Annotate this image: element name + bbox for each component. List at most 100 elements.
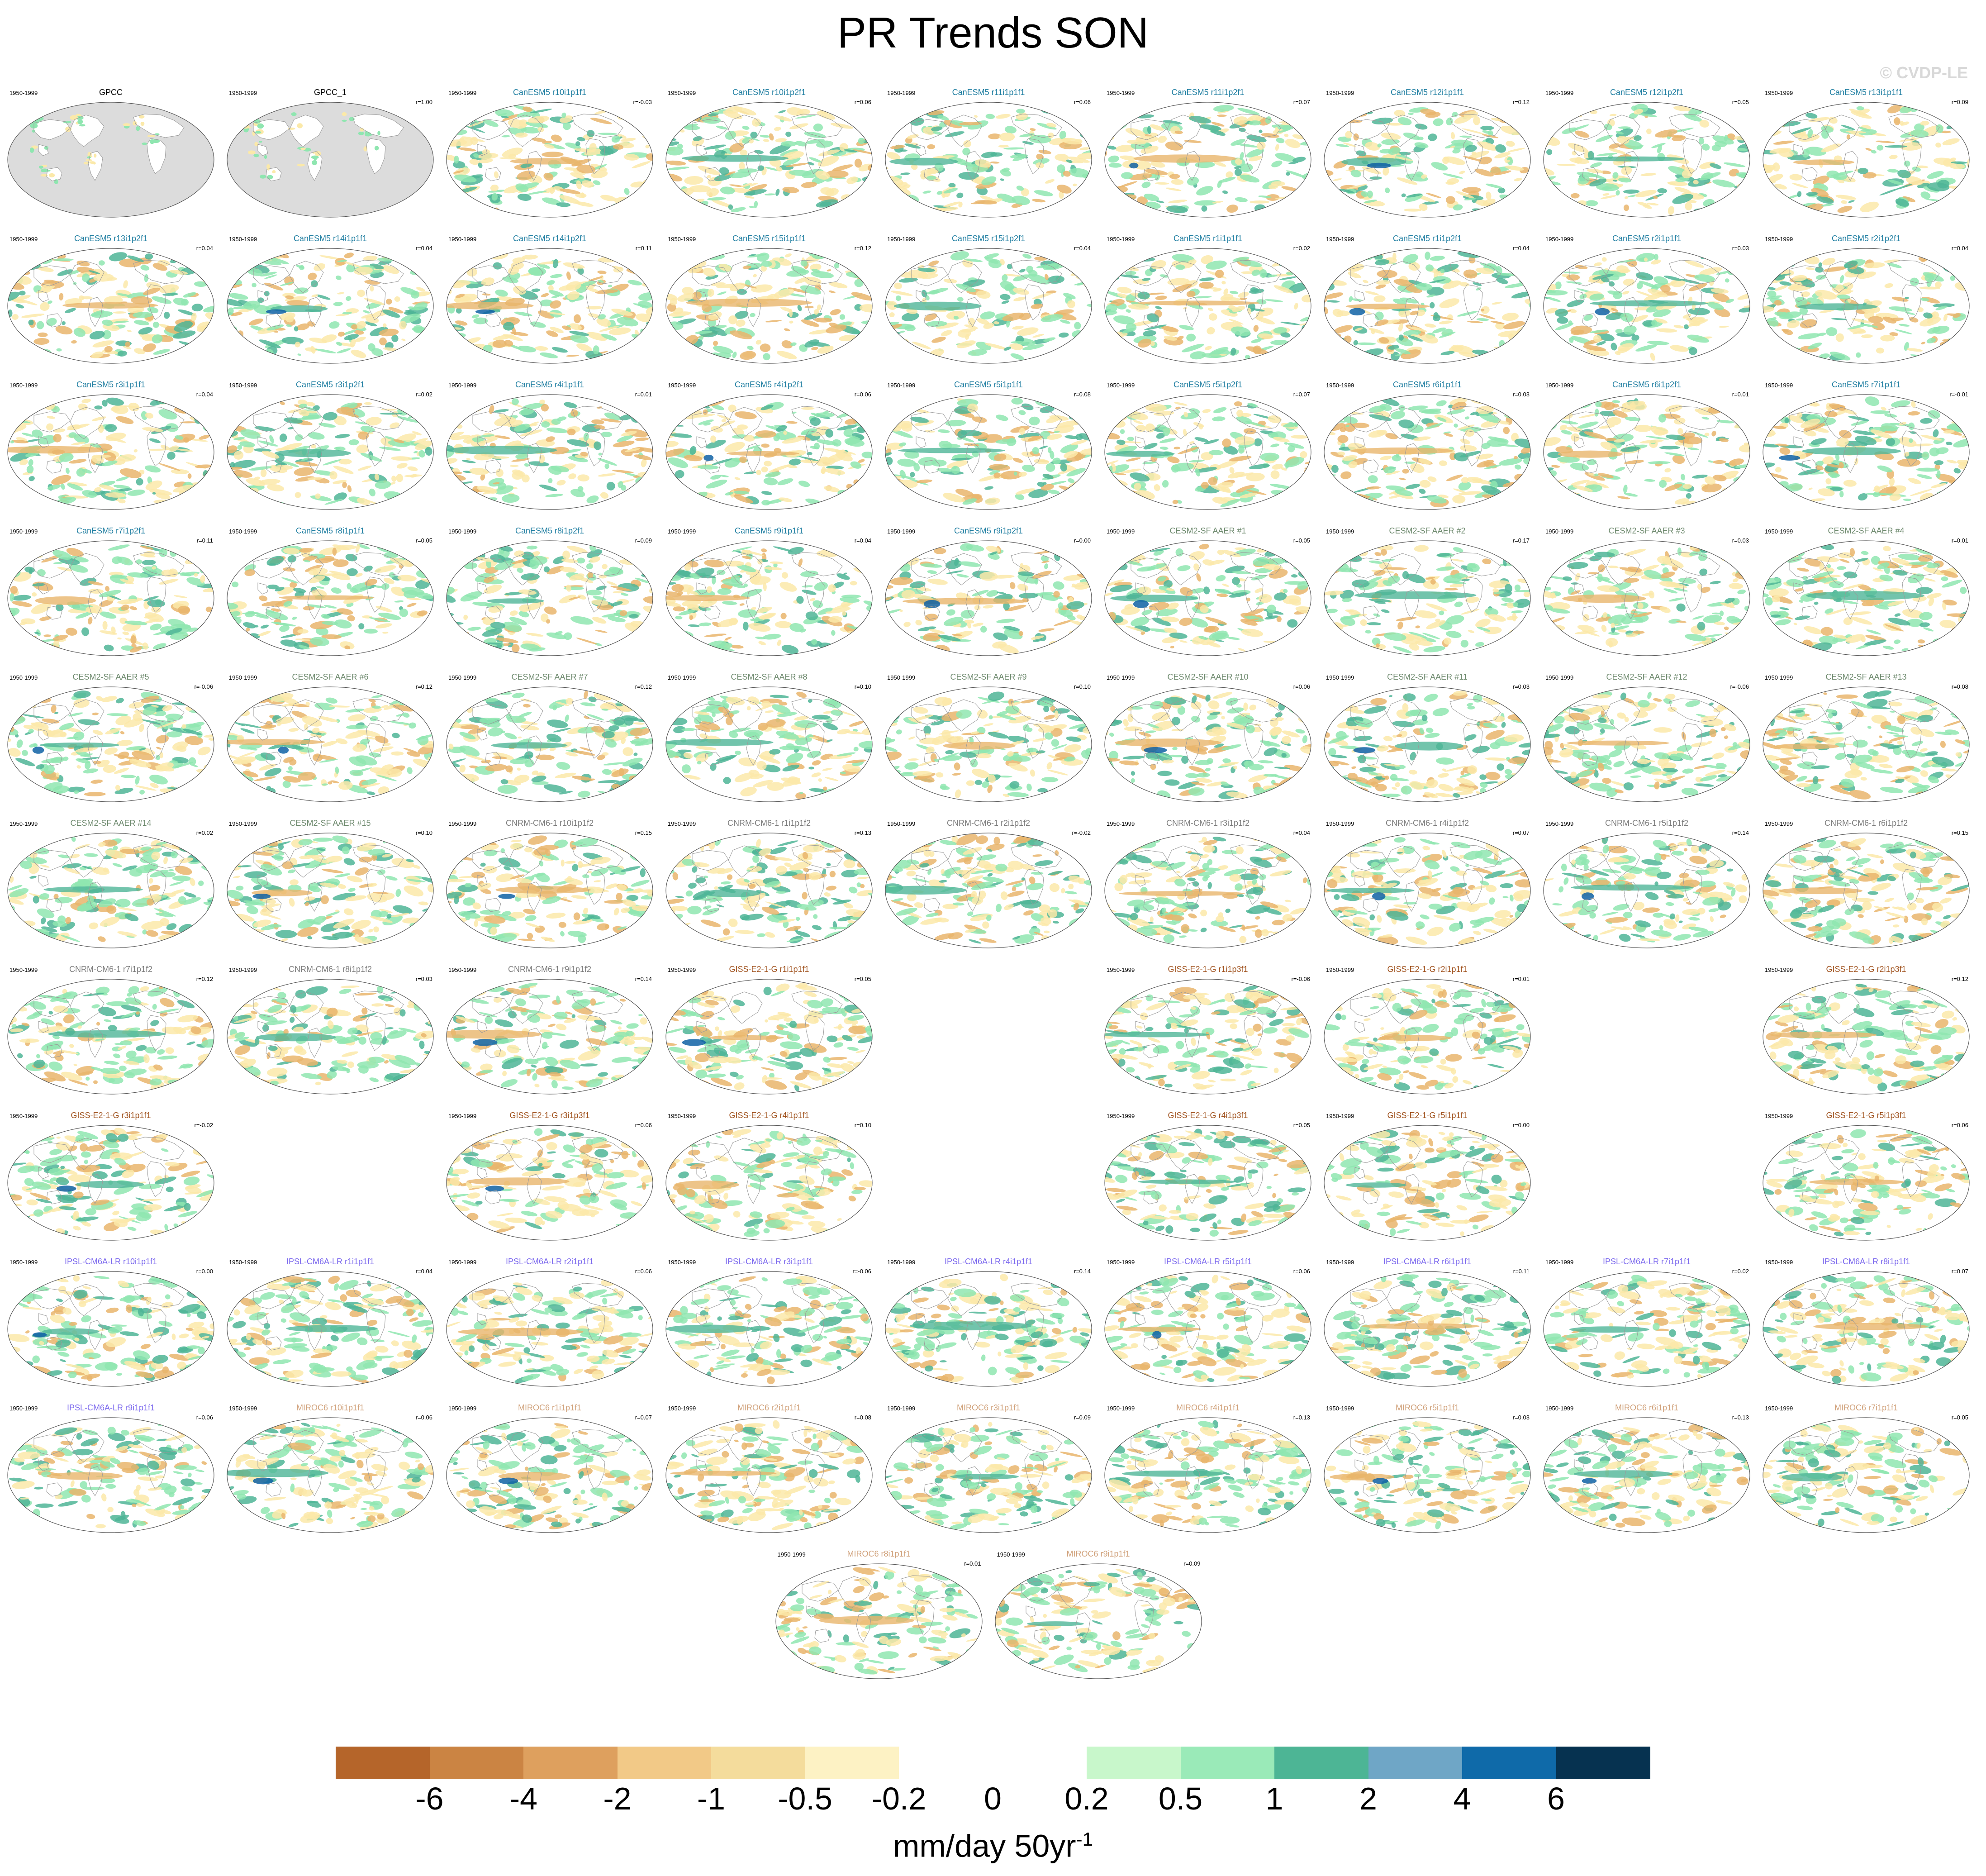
- map-panel: 1950-1999 CanESM5 r15i1p1f1 r=0.12: [660, 234, 878, 381]
- panel-period: 1950-1999: [1326, 382, 1354, 389]
- trend-map: [227, 1271, 434, 1387]
- map-panel: 1950-1999 CanESM5 r12i1p2f1 r=0.05: [1538, 88, 1755, 235]
- panel-run-label: GISS-E2-1-G r1i1p1f1: [729, 965, 809, 974]
- trend-map: [1104, 833, 1311, 948]
- panel-pattern-correlation: r=-0.06: [1291, 976, 1310, 982]
- map-panel: 1950-1999 GISS-E2-1-G r4i1p1f1 r=0.10: [660, 1111, 878, 1258]
- panel-period: 1950-1999: [668, 1405, 696, 1412]
- panel-run-label: IPSL-CM6A-LR r5i1p1f1: [1164, 1257, 1252, 1266]
- panel-period: 1950-1999: [1765, 1113, 1793, 1119]
- panel-pattern-correlation: r=0.15: [1951, 829, 1968, 836]
- map-panel: 1950-1999 GISS-E2-1-G r2i1p3f1 r=0.12: [1758, 965, 1975, 1112]
- panel-pattern-correlation: r=0.10: [854, 1122, 871, 1128]
- colorbar-tick-label: -4: [509, 1781, 538, 1816]
- panel-run-label: IPSL-CM6A-LR r6i1p1f1: [1383, 1257, 1472, 1266]
- panel-pattern-correlation: r=-0.06: [852, 1268, 871, 1275]
- colorbar-tick-label: 0: [984, 1781, 1002, 1816]
- trend-map: [446, 1271, 653, 1387]
- trend-map: [665, 979, 873, 1095]
- panel-period: 1950-1999: [1765, 90, 1793, 96]
- colorbar-swatch: [1462, 1747, 1556, 1779]
- map-panel: 1950-1999 IPSL-CM6A-LR r5i1p1f1 r=0.06: [1099, 1257, 1316, 1405]
- trend-map: [775, 1563, 983, 1679]
- trend-map: [1104, 102, 1311, 218]
- panel-pattern-correlation: r=0.08: [1074, 391, 1091, 398]
- panel-period: 1950-1999: [1765, 528, 1793, 535]
- map-panel: 1950-1999 MIROC6 r5i1p1f1 r=0.03: [1319, 1403, 1536, 1551]
- map-panel: 1950-1999 CNRM-CM6-1 r8i1p1f2 r=0.03: [222, 965, 439, 1112]
- panel-pattern-correlation: r=0.04: [1293, 829, 1310, 836]
- trend-map: [227, 540, 434, 656]
- map-panel: 1950-1999 IPSL-CM6A-LR r6i1p1f1 r=0.11: [1319, 1257, 1536, 1405]
- panel-run-label: CanESM5 r7i1p2f1: [76, 526, 146, 535]
- panel-period: 1950-1999: [448, 90, 477, 96]
- panel-pattern-correlation: r=0.05: [1293, 1122, 1310, 1128]
- trend-map: [7, 394, 214, 510]
- panel-run-label: IPSL-CM6A-LR r3i1p1f1: [725, 1257, 813, 1266]
- panel-pattern-correlation: r=0.17: [1512, 537, 1530, 544]
- map-panel: 1950-1999 MIROC6 r9i1p1f1 r=0.09: [990, 1549, 1207, 1697]
- panel-period: 1950-1999: [668, 674, 696, 681]
- map-panel: 1950-1999 GISS-E2-1-G r1i1p3f1 r=-0.06: [1099, 965, 1316, 1112]
- panel-run-label: CanESM5 r3i1p2f1: [295, 380, 365, 389]
- map-panel: 1950-1999 GISS-E2-1-G r1i1p1f1 r=0.05: [660, 965, 878, 1112]
- panel-pattern-correlation: r=0.04: [415, 245, 432, 252]
- panel-pattern-correlation: r=0.05: [415, 537, 432, 544]
- trend-map: [7, 540, 214, 656]
- panel-period: 1950-1999: [10, 967, 38, 973]
- panel-run-label: GISS-E2-1-G r3i1p3f1: [509, 1111, 590, 1120]
- trend-map: [446, 979, 653, 1095]
- map-panel: 1950-1999 CNRM-CM6-1 r4i1p1f2 r=0.07: [1319, 819, 1536, 966]
- panel-run-label: CanESM5 r13i1p2f1: [74, 234, 148, 243]
- panel-period: 1950-1999: [10, 674, 38, 681]
- panel-period: 1950-1999: [887, 820, 916, 827]
- trend-map: [1763, 102, 1970, 218]
- panel-pattern-correlation: r=0.03: [1732, 537, 1749, 544]
- map-panel: 1950-1999 CanESM5 r11i1p2f1 r=0.07: [1099, 88, 1316, 235]
- panel-pattern-correlation: r=-0.06: [194, 683, 213, 690]
- trend-map: [885, 833, 1092, 948]
- panel-period: 1950-1999: [1545, 820, 1574, 827]
- trend-map: [227, 1417, 434, 1533]
- panel-run-label: CanESM5 r1i1p2f1: [1392, 234, 1462, 243]
- map-panel: 1950-1999 IPSL-CM6A-LR r1i1p1f1 r=0.04: [222, 1257, 439, 1405]
- trend-map: [7, 1125, 214, 1241]
- panel-run-label: MIROC6 r9i1p1f1: [1066, 1549, 1130, 1558]
- colorbar-tick-label: -6: [415, 1781, 444, 1816]
- panel-period: 1950-1999: [229, 236, 257, 243]
- panel-period: 1950-1999: [10, 1113, 38, 1119]
- trend-map: [1104, 1417, 1311, 1533]
- panel-run-label: CESM2-SF AAER #9: [950, 672, 1027, 681]
- panel-period: 1950-1999: [10, 1405, 38, 1412]
- trend-map: [1543, 1271, 1750, 1387]
- panel-period: 1950-1999: [448, 528, 477, 535]
- map-panel: 1950-1999 GPCC_1 r=1.00: [222, 88, 439, 235]
- panel-period: 1950-1999: [1326, 528, 1354, 535]
- panel-run-label: GISS-E2-1-G r2i1p1f1: [1387, 965, 1468, 974]
- map-panel: 1950-1999 CESM2-SF AAER #1 r=0.05: [1099, 526, 1316, 674]
- trend-map: [1324, 1271, 1531, 1387]
- panel-period: 1950-1999: [1765, 236, 1793, 243]
- trend-map: [446, 394, 653, 510]
- panel-run-label: CESM2-SF AAER #3: [1608, 526, 1685, 535]
- map-panel: 1950-1999 CESM2-SF AAER #13 r=0.08: [1758, 672, 1975, 820]
- panel-run-label: CESM2-SF AAER #8: [731, 672, 808, 681]
- panel-period: 1950-1999: [1765, 1259, 1793, 1266]
- panel-run-label: CanESM5 r6i1p2f1: [1612, 380, 1682, 389]
- panel-run-label: CanESM5 r14i1p2f1: [513, 234, 587, 243]
- trend-map: [227, 979, 434, 1095]
- trend-map: [665, 1125, 873, 1241]
- map-panel: 1950-1999 CanESM5 r7i1p1f1 r=-0.01: [1758, 380, 1975, 528]
- panel-pattern-correlation: r=0.07: [1951, 1268, 1968, 1275]
- trend-map: [1543, 540, 1750, 656]
- map-panel: 1950-1999 IPSL-CM6A-LR r2i1p1f1 r=0.06: [441, 1257, 658, 1405]
- panel-period: 1950-1999: [10, 382, 38, 389]
- panel-period: 1950-1999: [1326, 820, 1354, 827]
- panel-period: 1950-1999: [1545, 236, 1574, 243]
- panel-pattern-correlation: r=0.08: [854, 1414, 871, 1421]
- map-panel: 1950-1999 CanESM5 r7i1p2f1 r=0.11: [2, 526, 219, 674]
- watermark: © CVDP-LE: [1880, 63, 1968, 82]
- trend-map: [227, 833, 434, 948]
- panel-run-label: CanESM5 r7i1p1f1: [1831, 380, 1901, 389]
- panel-pattern-correlation: r=0.03: [1512, 1414, 1530, 1421]
